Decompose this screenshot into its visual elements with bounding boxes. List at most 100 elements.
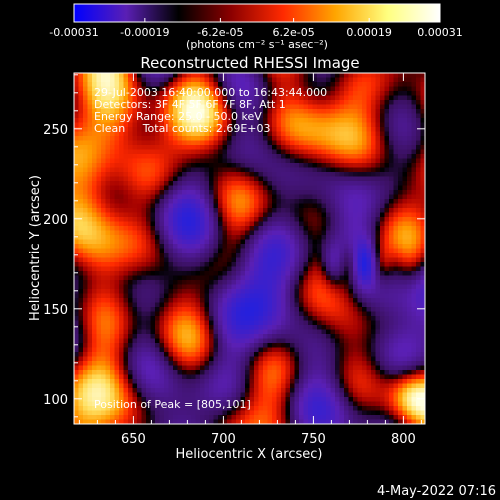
heatmap-cell xyxy=(200,212,206,218)
heatmap-cell xyxy=(119,77,125,83)
heatmap-cell xyxy=(420,203,425,209)
heatmap-cell xyxy=(191,230,197,236)
heatmap-cell xyxy=(74,91,80,97)
heatmap-cell xyxy=(78,343,84,349)
heatmap-cell xyxy=(186,127,192,133)
heatmap-cell xyxy=(339,172,345,178)
heatmap-cell xyxy=(362,217,368,223)
heatmap-cell xyxy=(375,86,381,92)
heatmap-cell xyxy=(411,154,417,160)
heatmap-cell xyxy=(182,73,188,79)
heatmap-cell xyxy=(398,73,404,79)
heatmap-cell xyxy=(375,91,381,97)
heatmap-cell xyxy=(420,73,425,79)
heatmap-cell xyxy=(110,212,116,218)
heatmap-cell xyxy=(74,311,80,317)
heatmap-cell xyxy=(326,167,332,173)
heatmap-cell xyxy=(204,95,210,101)
heatmap-cell xyxy=(114,298,120,304)
heatmap-cell xyxy=(177,235,183,241)
heatmap-cell xyxy=(267,86,273,92)
heatmap-cell xyxy=(330,100,336,106)
heatmap-cell xyxy=(141,239,147,245)
heatmap-cell xyxy=(402,284,408,290)
heatmap-cell xyxy=(398,136,404,142)
heatmap-cell xyxy=(227,154,233,160)
heatmap-cell xyxy=(308,82,314,88)
heatmap-cell xyxy=(357,307,363,313)
heatmap-cell xyxy=(281,334,287,340)
heatmap-cell xyxy=(267,280,273,286)
heatmap-cell xyxy=(339,140,345,146)
heatmap-cell xyxy=(321,280,327,286)
heatmap-cell xyxy=(375,239,381,245)
heatmap-cell xyxy=(92,176,98,182)
heatmap-cell xyxy=(339,244,345,250)
heatmap-cell xyxy=(123,91,129,97)
heatmap-cell xyxy=(150,293,156,299)
heatmap-cell xyxy=(114,338,120,344)
heatmap-cell xyxy=(222,334,228,340)
heatmap-cell xyxy=(335,122,341,128)
heatmap-cell xyxy=(335,104,341,110)
heatmap-cell xyxy=(254,158,260,164)
heatmap-cell xyxy=(119,230,125,236)
heatmap-cell xyxy=(362,86,368,92)
heatmap-cell xyxy=(123,113,129,119)
heatmap-cell xyxy=(105,212,111,218)
heatmap-cell xyxy=(209,127,215,133)
heatmap-cell xyxy=(240,293,246,299)
heatmap-cell xyxy=(240,316,246,322)
heatmap-cell xyxy=(371,136,377,142)
heatmap-cell xyxy=(155,190,161,196)
heatmap-cell xyxy=(227,82,233,88)
heatmap-cell xyxy=(285,82,291,88)
heatmap-cell xyxy=(348,176,354,182)
heatmap-cell xyxy=(92,329,98,335)
heatmap-cell xyxy=(348,271,354,277)
heatmap-cell xyxy=(258,280,264,286)
heatmap-cell xyxy=(299,145,305,151)
heatmap-cell xyxy=(366,82,372,88)
heatmap-cell xyxy=(366,338,372,344)
heatmap-cell xyxy=(173,113,179,119)
heatmap-cell xyxy=(137,172,143,178)
heatmap-cell xyxy=(281,95,287,101)
heatmap-cell xyxy=(155,163,161,169)
heatmap-cell xyxy=(389,104,395,110)
heatmap-cell xyxy=(110,208,116,214)
heatmap-cell xyxy=(353,289,359,295)
heatmap-cell xyxy=(74,343,80,349)
heatmap-cell xyxy=(132,293,138,299)
heatmap-cell xyxy=(299,334,305,340)
heatmap-cell xyxy=(105,230,111,236)
heatmap-cell xyxy=(96,334,102,340)
heatmap-cell xyxy=(164,208,170,214)
heatmap-cell xyxy=(195,248,201,254)
heatmap-cell xyxy=(272,185,278,191)
heatmap-cell xyxy=(96,145,102,151)
heatmap-cell xyxy=(380,334,386,340)
heatmap-cell xyxy=(321,226,327,232)
heatmap-cell xyxy=(245,226,251,232)
heatmap-cell xyxy=(222,122,228,128)
heatmap-cell xyxy=(177,194,183,200)
heatmap-cell xyxy=(371,149,377,155)
heatmap-cell xyxy=(105,77,111,83)
heatmap-cell xyxy=(159,127,165,133)
heatmap-cell xyxy=(191,293,197,299)
heatmap-cell xyxy=(281,302,287,308)
heatmap-cell xyxy=(222,298,228,304)
heatmap-cell xyxy=(330,253,336,259)
heatmap-cell xyxy=(294,77,300,83)
heatmap-cell xyxy=(402,329,408,335)
heatmap-cell xyxy=(398,100,404,106)
heatmap-cell xyxy=(285,230,291,236)
heatmap-cell xyxy=(159,149,165,155)
heatmap-cell xyxy=(141,208,147,214)
heatmap-cell xyxy=(339,86,345,92)
heatmap-cell xyxy=(258,176,264,182)
heatmap-cell xyxy=(168,140,174,146)
heatmap-cell xyxy=(119,163,125,169)
heatmap-cell xyxy=(294,95,300,101)
